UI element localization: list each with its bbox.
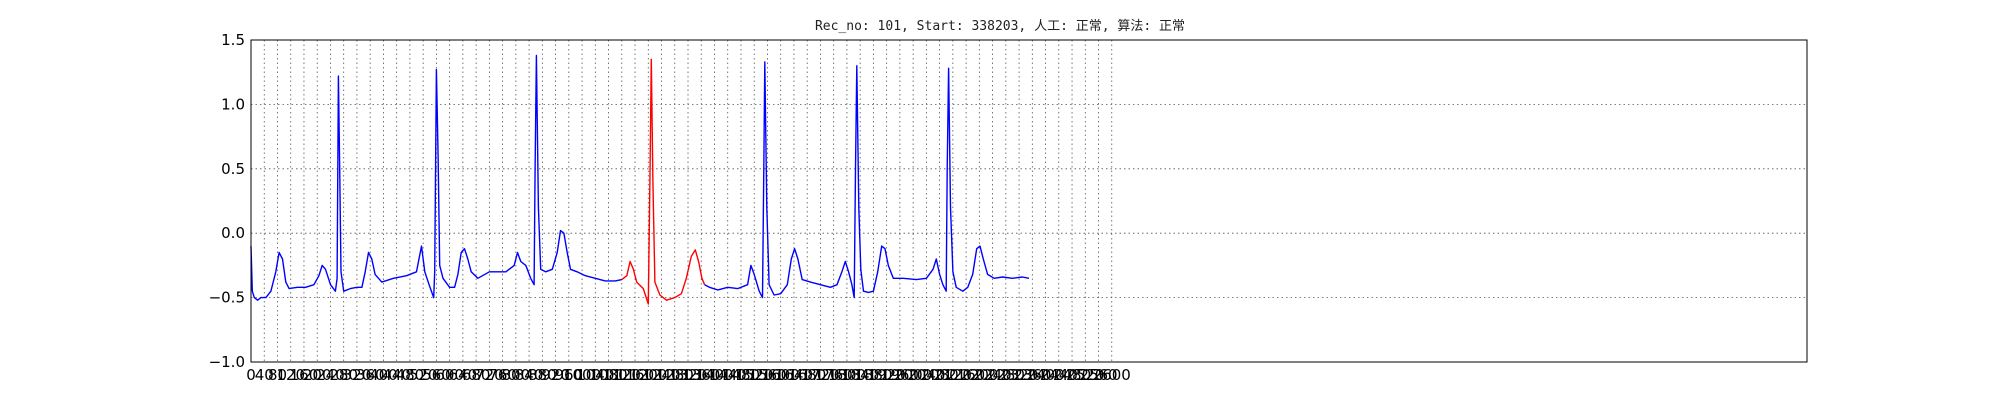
x-tick-label: 1960 (881, 366, 919, 384)
x-tick-label: 440 (382, 366, 411, 384)
x-tick-label: 1440 (709, 366, 747, 384)
x-tick-label: 1880 (854, 366, 892, 384)
series-line-after (704, 61, 1030, 299)
x-tick-label: 2240 (973, 366, 1011, 384)
x-tick-label: 1080 (589, 366, 627, 384)
grid (250, 39, 1807, 363)
x-tick-label: 480 (396, 366, 425, 384)
x-tick-label: 1000 (563, 366, 601, 384)
y-tick-label: 0.0 (221, 224, 245, 242)
x-tick-label: 1320 (669, 366, 707, 384)
x-tick-label: 2520 (1066, 366, 1104, 384)
x-tick-label: 1800 (828, 366, 866, 384)
x-tick-label: 840 (515, 366, 544, 384)
x-tick-label: 960 (555, 366, 584, 384)
y-tick-label: 1.0 (221, 95, 245, 113)
x-tick-label: 760 (488, 366, 517, 384)
x-tick-label: 1200 (629, 366, 667, 384)
x-tick-label: 400 (369, 366, 398, 384)
x-tick-label: 2200 (960, 366, 998, 384)
y-axis: −1.0 −0.5 0.0 0.5 1.0 1.5 (209, 31, 245, 371)
y-tick-label: −0.5 (209, 289, 245, 307)
x-tick-label: 1920 (868, 366, 906, 384)
x-tick-label: 1240 (642, 366, 680, 384)
x-tick-label: 2280 (987, 366, 1025, 384)
x-tick-label: 2600 (1093, 366, 1131, 384)
x-tick-label: 1280 (656, 366, 694, 384)
x-tick-label: 1640 (775, 366, 813, 384)
x-tick-label: 880 (528, 366, 557, 384)
x-tick-label: 1360 (682, 366, 720, 384)
x-tick-label: 2000 (894, 366, 932, 384)
x-tick-label: 640 (449, 366, 478, 384)
series-group (250, 54, 1030, 305)
x-tick-label: 120 (276, 366, 305, 384)
x-tick-label: 1040 (576, 366, 614, 384)
series-line-before (250, 54, 622, 301)
x-tick-label: 1680 (788, 366, 826, 384)
x-tick-label: 1760 (815, 366, 853, 384)
x-tick-label: 1600 (762, 366, 800, 384)
x-tick-label: 320 (343, 366, 372, 384)
x-tick-label: 560 (422, 366, 451, 384)
x-tick-label: 280 (329, 366, 358, 384)
y-tick-label: −1.0 (209, 353, 245, 371)
y-tick-label: 1.5 (221, 31, 245, 49)
x-tick-label: 1840 (841, 366, 879, 384)
x-tick-label: 520 (409, 366, 438, 384)
x-tick-label: 600 (435, 366, 464, 384)
x-tick-label: 800 (502, 366, 531, 384)
x-tick-label: 80 (268, 366, 287, 384)
x-tick-label: 0 (246, 366, 256, 384)
x-tick-label: 2440 (1040, 366, 1078, 384)
x-tick-label: 1480 (722, 366, 760, 384)
x-tick-label: 720 (475, 366, 504, 384)
x-tick-label: 2480 (1053, 366, 1091, 384)
x-tick-label: 1400 (695, 366, 733, 384)
x-tick-label: 1160 (616, 366, 654, 384)
x-tick-label: 2120 (934, 366, 972, 384)
x-tick-label: 920 (541, 366, 570, 384)
x-tick-label: 160 (290, 366, 319, 384)
x-tick-label: 2160 (947, 366, 985, 384)
x-tick-label: 680 (462, 366, 491, 384)
x-tick-label: 2080 (921, 366, 959, 384)
y-tick-label: 0.5 (221, 160, 245, 178)
x-tick-label: 40 (255, 366, 274, 384)
chart-title: Rec_no: 101, Start: 338203, 人工: 正常, 算法: … (815, 19, 1185, 34)
plot-frame (250, 39, 1808, 363)
x-tick-label: 1120 (603, 366, 641, 384)
series-line-highlight (621, 58, 706, 305)
x-tick-label: 1560 (748, 366, 786, 384)
x-tick-label: 240 (316, 366, 345, 384)
x-tick-label: 2040 (907, 366, 945, 384)
x-tick-label: 200 (303, 366, 332, 384)
x-tick-label: 2560 (1079, 366, 1117, 384)
x-tick-label: 2400 (1026, 366, 1064, 384)
x-tick-label: 1520 (735, 366, 773, 384)
x-axis: 0408012016020024028032036040044048052056… (246, 366, 1131, 384)
x-tick-label: 2320 (1000, 366, 1038, 384)
x-tick-label: 2360 (1013, 366, 1051, 384)
x-tick-label: 1720 (801, 366, 839, 384)
x-tick-label: 360 (356, 366, 385, 384)
